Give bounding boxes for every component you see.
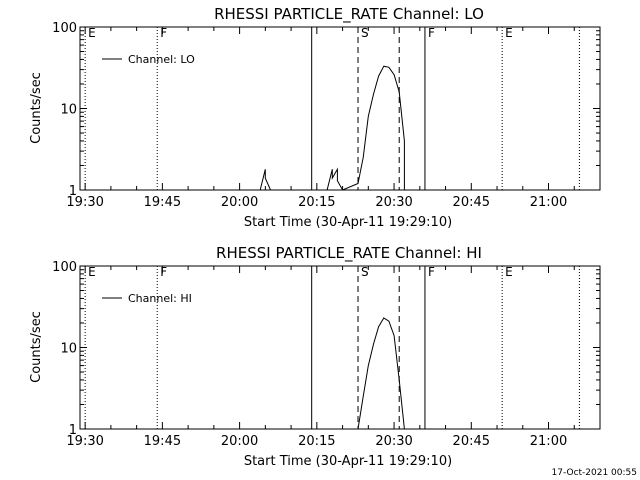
y-tick-label: 1 xyxy=(69,184,77,199)
x-tick-label: 20:00 xyxy=(221,434,258,449)
event-marker-label: S xyxy=(361,26,369,40)
x-tick-label: 20:45 xyxy=(453,434,490,449)
x-tick-label: 20:15 xyxy=(298,195,335,210)
panel-title: RHESSI PARTICLE_RATE Channel: LO xyxy=(214,5,484,24)
event-marker-label: E xyxy=(505,265,513,279)
x-tick-label: 21:00 xyxy=(530,195,567,210)
x-tick-label: 20:00 xyxy=(221,195,258,210)
y-axis-label: Counts/sec xyxy=(29,72,44,144)
x-tick-label: 19:30 xyxy=(66,434,103,449)
generation-timestamp: 17-Oct-2021 00:55 xyxy=(552,468,637,478)
event-marker-label: F xyxy=(160,26,167,40)
y-axis-label: Counts/sec xyxy=(29,311,44,383)
panel-title: RHESSI PARTICLE_RATE Channel: HI xyxy=(216,244,482,263)
x-tick-label: 20:15 xyxy=(298,434,335,449)
event-marker-label: E xyxy=(505,26,513,40)
x-axis-label: Start Time (30-Apr-11 19:29:10) xyxy=(244,454,452,469)
panel-hi: RHESSI PARTICLE_RATE Channel: HI Counts/… xyxy=(29,244,601,469)
x-tick-label: 19:45 xyxy=(144,195,181,210)
y-tick-label: 100 xyxy=(52,260,77,275)
y-tick-label: 1 xyxy=(69,423,77,438)
event-marker-label: S xyxy=(361,265,369,279)
series-line xyxy=(357,317,405,430)
event-marker-label: E xyxy=(88,265,96,279)
y-tick-label: 10 xyxy=(60,342,77,357)
event-marker-label: F xyxy=(428,26,435,40)
y-tick-label: 100 xyxy=(52,21,77,36)
legend-entry-label: Channel: HI xyxy=(128,292,192,305)
x-tick-label: 21:00 xyxy=(530,434,567,449)
event-marker-label: F xyxy=(428,265,435,279)
x-tick-label: 20:30 xyxy=(375,434,412,449)
x-tick-label: 19:45 xyxy=(144,434,181,449)
plot-frame xyxy=(79,26,601,191)
x-tick-label: 20:30 xyxy=(375,195,412,210)
event-marker-label: E xyxy=(88,26,96,40)
y-tick-label: 10 xyxy=(60,103,77,118)
panel-lo: RHESSI PARTICLE_RATE Channel: LO Counts/… xyxy=(29,5,601,230)
x-axis-label: Start Time (30-Apr-11 19:29:10) xyxy=(244,215,452,230)
event-marker-label: F xyxy=(160,265,167,279)
legend-entry-label: Channel: LO xyxy=(128,53,195,66)
plot-frame xyxy=(79,265,601,430)
x-tick-label: 19:30 xyxy=(66,195,103,210)
series-line xyxy=(259,65,405,191)
x-tick-label: 20:45 xyxy=(453,195,490,210)
